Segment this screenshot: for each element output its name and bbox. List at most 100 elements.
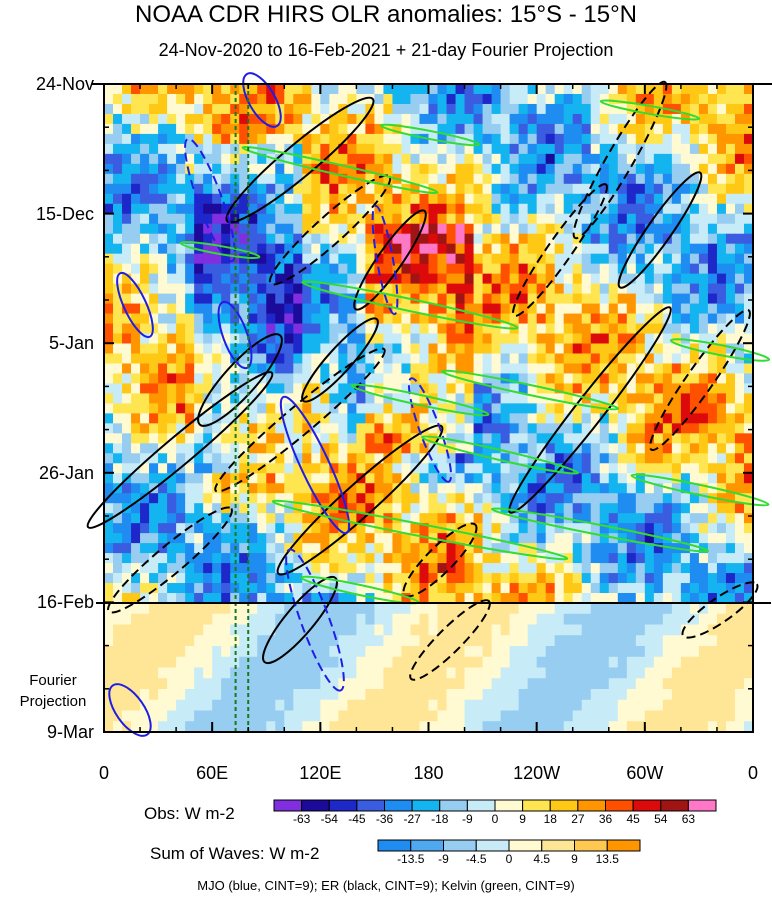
olr-cell (131, 503, 141, 514)
olr-cell (554, 543, 565, 554)
olr-cell (212, 483, 222, 494)
obs-colorbar-tick-label: -63 (292, 812, 311, 826)
olr-cell (536, 163, 547, 175)
olr-cell (689, 273, 700, 285)
olr-cell (365, 143, 376, 155)
olr-cell (104, 183, 114, 195)
olr-cell (419, 93, 430, 105)
olr-cell (239, 103, 249, 115)
olr-cell (698, 453, 709, 464)
projection-cell (572, 635, 583, 647)
olr-cell (320, 563, 330, 574)
olr-cell (338, 483, 348, 494)
olr-cell (491, 253, 502, 265)
olr-cell (455, 513, 466, 524)
olr-cell (554, 173, 565, 185)
projection-cell (401, 710, 412, 722)
olr-cell (662, 593, 673, 604)
projection-cell (626, 699, 637, 712)
olr-cell (455, 243, 466, 255)
olr-cell (680, 213, 691, 225)
olr-cell (698, 503, 709, 514)
olr-cell (536, 323, 547, 335)
olr-cell (662, 273, 673, 285)
olr-cell (212, 373, 222, 385)
olr-cell (473, 283, 484, 295)
olr-cell (203, 93, 213, 105)
olr-cell (545, 143, 556, 155)
olr-cell (302, 543, 312, 554)
olr-cell (545, 343, 556, 355)
olr-cell (473, 563, 484, 574)
projection-cell (347, 678, 357, 690)
olr-cell (428, 513, 439, 524)
x-tick-label: 60W (626, 763, 664, 783)
olr-cell (581, 583, 592, 594)
projection-cell (680, 689, 691, 701)
olr-cell (383, 553, 394, 564)
olr-cell (608, 303, 619, 315)
olr-cell (455, 403, 466, 414)
olr-cell (347, 443, 357, 454)
olr-cell (635, 103, 646, 115)
olr-cell (401, 93, 412, 105)
olr-cell (428, 313, 439, 325)
olr-cell (302, 173, 312, 185)
olr-cell (149, 93, 159, 105)
olr-cell (302, 493, 312, 504)
projection-cell (698, 678, 709, 690)
projection-cell (140, 656, 150, 669)
projection-cell (617, 689, 628, 701)
waves-colorbar-swatch (606, 839, 641, 852)
projection-cell (653, 699, 664, 712)
projection-cell (581, 721, 592, 733)
olr-cell (221, 273, 231, 285)
projection-cell (239, 603, 249, 615)
olr-cell (419, 403, 430, 414)
olr-cell (203, 183, 213, 195)
olr-cell (401, 443, 412, 454)
projection-cell (518, 613, 529, 626)
olr-cell (590, 393, 601, 404)
olr-cell (617, 353, 628, 365)
olr-cell (347, 573, 357, 584)
projection-cell (266, 667, 276, 679)
olr-cell (347, 393, 357, 404)
olr-cell (527, 583, 538, 594)
olr-cell (302, 513, 312, 524)
olr-cell (743, 173, 754, 185)
er-contour (508, 306, 672, 514)
olr-cell (221, 473, 231, 484)
olr-cell (473, 153, 484, 165)
olr-cell (734, 153, 745, 165)
projection-cell (707, 667, 718, 679)
olr-cell (140, 203, 150, 215)
projection-cell (311, 689, 321, 701)
projection-cell (176, 699, 186, 712)
olr-cell (500, 273, 511, 285)
olr-cell (419, 393, 430, 404)
olr-cell (644, 433, 655, 444)
olr-cell (734, 233, 745, 245)
olr-cell (671, 253, 682, 265)
olr-cell (437, 543, 448, 554)
projection-cell (590, 613, 601, 626)
olr-cell (374, 503, 385, 514)
olr-cell (527, 84, 538, 95)
olr-cell (671, 523, 682, 534)
olr-cell (608, 283, 619, 295)
olr-cell (536, 203, 547, 215)
olr-cell (275, 563, 285, 574)
olr-cell (365, 133, 376, 145)
olr-cell (608, 323, 619, 335)
olr-cell (302, 503, 312, 514)
olr-cell (212, 233, 222, 245)
olr-cell (725, 333, 736, 345)
olr-cell (374, 483, 385, 494)
olr-cell (527, 593, 538, 604)
olr-cell (545, 353, 556, 365)
olr-cell (563, 403, 574, 414)
olr-cell (248, 493, 258, 504)
projection-cell (599, 667, 610, 679)
olr-cell (635, 493, 646, 504)
